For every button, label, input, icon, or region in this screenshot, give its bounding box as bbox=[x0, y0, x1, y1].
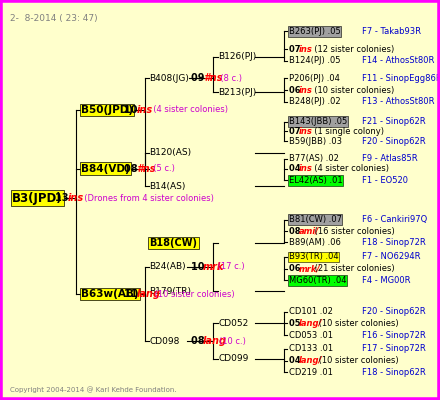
Text: B248(PJ) .02: B248(PJ) .02 bbox=[289, 98, 340, 106]
Text: (16 sister colonies): (16 sister colonies) bbox=[312, 227, 395, 236]
Text: (10 sister colonies): (10 sister colonies) bbox=[315, 319, 398, 328]
Text: CD219 .01: CD219 .01 bbox=[289, 368, 333, 377]
Text: mrk/: mrk/ bbox=[299, 264, 320, 273]
Text: 06: 06 bbox=[289, 86, 303, 95]
Text: CD101 .02: CD101 .02 bbox=[289, 307, 333, 316]
Text: F20 - Sinop62R: F20 - Sinop62R bbox=[362, 307, 426, 316]
Text: F20 - Sinop62R: F20 - Sinop62R bbox=[362, 137, 426, 146]
Text: (4 sister colonies): (4 sister colonies) bbox=[148, 105, 228, 114]
Text: 13: 13 bbox=[55, 193, 72, 203]
Text: ins: ins bbox=[299, 164, 313, 173]
Text: (10 sister colonies): (10 sister colonies) bbox=[152, 290, 235, 298]
Text: (21 sister colonies): (21 sister colonies) bbox=[312, 264, 395, 273]
Text: ins: ins bbox=[68, 193, 84, 203]
Text: F7 - Takab93R: F7 - Takab93R bbox=[362, 27, 421, 36]
Text: EL42(AS) .01: EL42(AS) .01 bbox=[289, 176, 342, 185]
Text: (12 sister colonies): (12 sister colonies) bbox=[309, 44, 394, 54]
Text: MG60(TR) .04: MG60(TR) .04 bbox=[289, 276, 346, 285]
Text: (8 c.): (8 c.) bbox=[215, 74, 242, 83]
Text: (10 c.): (10 c.) bbox=[219, 337, 246, 346]
Text: (17 c.): (17 c.) bbox=[215, 262, 244, 271]
Text: 10: 10 bbox=[191, 262, 208, 272]
Text: (10 sister colonies): (10 sister colonies) bbox=[315, 356, 398, 365]
Text: CD099: CD099 bbox=[218, 354, 249, 363]
Text: 08: 08 bbox=[191, 336, 208, 346]
Text: 10: 10 bbox=[124, 105, 141, 115]
Text: B263(PJ) .05: B263(PJ) .05 bbox=[289, 27, 341, 36]
Text: (1 single colony): (1 single colony) bbox=[309, 127, 384, 136]
Text: (5 c.): (5 c.) bbox=[148, 164, 175, 173]
Text: B124(PJ) .05: B124(PJ) .05 bbox=[289, 56, 340, 65]
Text: B179(TR): B179(TR) bbox=[150, 287, 191, 296]
Text: lang/: lang/ bbox=[299, 319, 323, 328]
Text: F14 - AthosSt80R: F14 - AthosSt80R bbox=[362, 56, 434, 65]
Text: 07: 07 bbox=[289, 127, 303, 136]
Text: B89(AM) .06: B89(AM) .06 bbox=[289, 238, 341, 247]
Text: 2-  8-2014 ( 23: 47): 2- 8-2014 ( 23: 47) bbox=[10, 14, 98, 23]
Text: 04: 04 bbox=[289, 164, 303, 173]
Text: lang: lang bbox=[136, 289, 160, 299]
Text: B93(TR) .04: B93(TR) .04 bbox=[289, 252, 338, 261]
Text: (10 sister colonies): (10 sister colonies) bbox=[309, 86, 394, 95]
Text: 07: 07 bbox=[289, 44, 303, 54]
Text: B143(JBB) .05: B143(JBB) .05 bbox=[289, 117, 347, 126]
Text: 09: 09 bbox=[191, 74, 208, 84]
Text: ami/: ami/ bbox=[299, 227, 319, 236]
Text: B120(AS): B120(AS) bbox=[150, 148, 191, 158]
Text: ins: ins bbox=[299, 86, 313, 95]
Text: 05: 05 bbox=[289, 319, 303, 328]
Text: B77(AS) .02: B77(AS) .02 bbox=[289, 154, 338, 163]
Text: Copyright 2004-2014 @ Karl Kehde Foundation.: Copyright 2004-2014 @ Karl Kehde Foundat… bbox=[10, 387, 177, 394]
Text: B18(CW): B18(CW) bbox=[150, 238, 198, 248]
Text: F18 - Sinop72R: F18 - Sinop72R bbox=[362, 238, 426, 247]
Text: F9 - Atlas85R: F9 - Atlas85R bbox=[362, 154, 418, 163]
Text: F6 - Cankiri97Q: F6 - Cankiri97Q bbox=[362, 215, 427, 224]
Text: ins: ins bbox=[299, 127, 313, 136]
Text: #ns: #ns bbox=[203, 74, 223, 84]
Text: B63w(AB): B63w(AB) bbox=[81, 289, 139, 299]
Text: F1 - EO520: F1 - EO520 bbox=[362, 176, 408, 185]
Text: (4 sister colonies): (4 sister colonies) bbox=[309, 164, 389, 173]
Text: B59(JBB) .03: B59(JBB) .03 bbox=[289, 137, 341, 146]
Text: CD052: CD052 bbox=[218, 319, 248, 328]
Text: F13 - AthosSt80R: F13 - AthosSt80R bbox=[362, 98, 435, 106]
Text: CD098: CD098 bbox=[150, 337, 180, 346]
Text: P206(PJ) .04: P206(PJ) .04 bbox=[289, 74, 340, 83]
Text: 06: 06 bbox=[289, 264, 303, 273]
Text: 08: 08 bbox=[289, 227, 303, 236]
Text: ins: ins bbox=[136, 105, 152, 115]
Text: B408(JG): B408(JG) bbox=[150, 74, 189, 83]
Text: lang/: lang/ bbox=[299, 356, 323, 365]
Text: 08: 08 bbox=[124, 164, 141, 174]
Text: CD053 .01: CD053 .01 bbox=[289, 331, 333, 340]
Text: B24(AB): B24(AB) bbox=[150, 262, 186, 271]
Text: 04: 04 bbox=[289, 356, 303, 365]
Text: F11 - SinopEgg86R: F11 - SinopEgg86R bbox=[362, 74, 440, 83]
Text: F16 - Sinop72R: F16 - Sinop72R bbox=[362, 331, 426, 340]
Text: B3(JPD): B3(JPD) bbox=[12, 192, 63, 204]
Text: F18 - Sinop62R: F18 - Sinop62R bbox=[362, 368, 426, 377]
Text: mrk: mrk bbox=[203, 262, 224, 272]
Text: B213(PJ): B213(PJ) bbox=[218, 88, 256, 97]
Text: CD133 .01: CD133 .01 bbox=[289, 344, 333, 354]
Text: B84(VD): B84(VD) bbox=[81, 164, 130, 174]
Text: F21 - Sinop62R: F21 - Sinop62R bbox=[362, 117, 426, 126]
Text: F7 - NO6294R: F7 - NO6294R bbox=[362, 252, 421, 261]
Text: F4 - MG00R: F4 - MG00R bbox=[362, 276, 411, 285]
Text: B126(PJ): B126(PJ) bbox=[218, 52, 256, 62]
Text: F17 - Sinop72R: F17 - Sinop72R bbox=[362, 344, 426, 354]
Text: ins: ins bbox=[299, 44, 313, 54]
Text: B14(AS): B14(AS) bbox=[150, 182, 186, 191]
Text: B81(CW) .07: B81(CW) .07 bbox=[289, 215, 341, 224]
Text: lang: lang bbox=[203, 336, 227, 346]
Text: #ns: #ns bbox=[136, 164, 156, 174]
Text: 11: 11 bbox=[124, 289, 141, 299]
Text: (Drones from 4 sister colonies): (Drones from 4 sister colonies) bbox=[80, 194, 214, 202]
Text: B50(JPD): B50(JPD) bbox=[81, 105, 133, 115]
